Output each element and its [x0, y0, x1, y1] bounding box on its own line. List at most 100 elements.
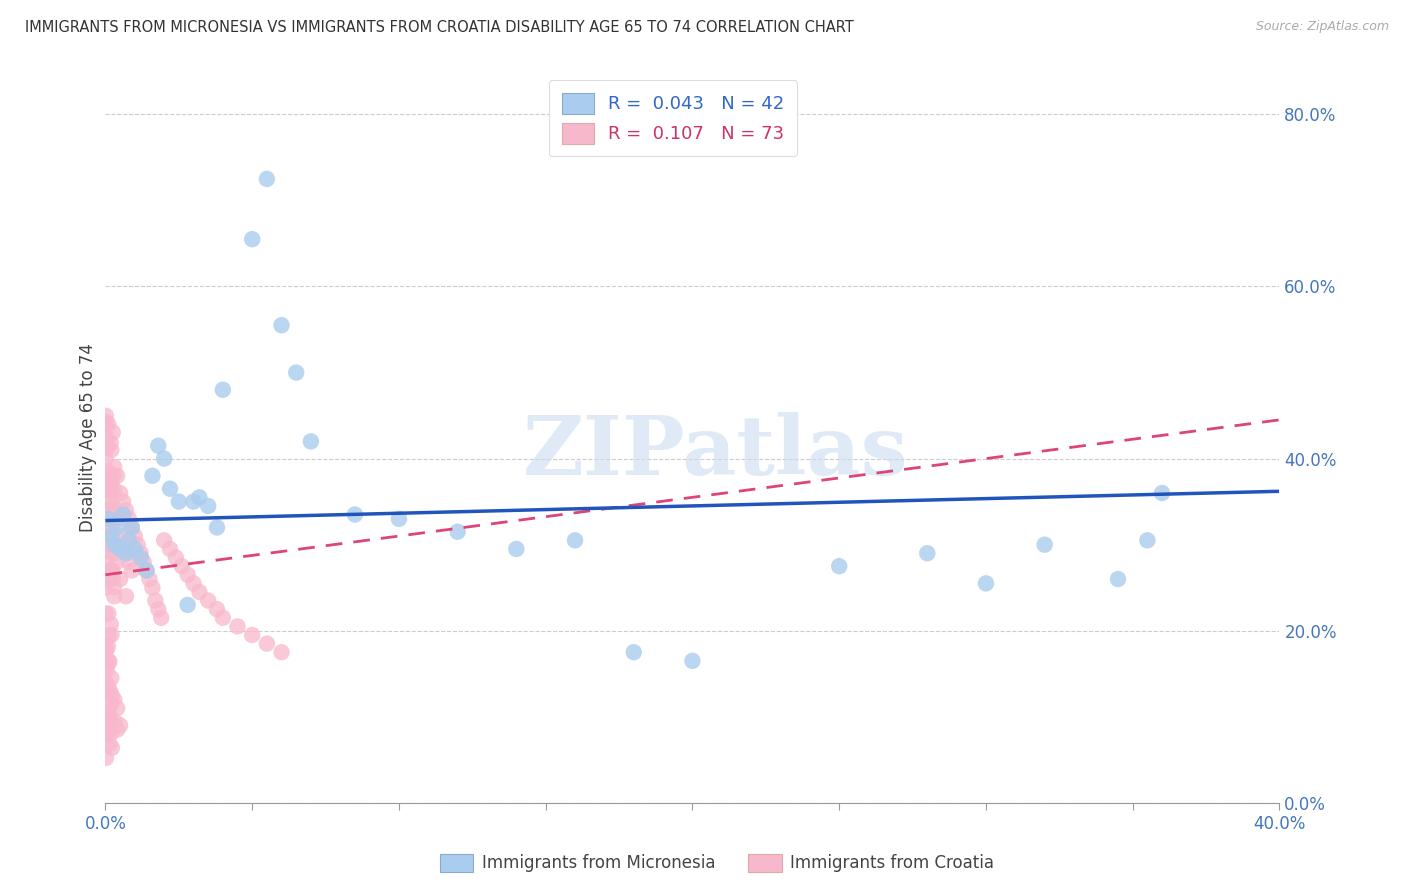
- Point: [141, 468, 163, 483]
- Point: [115, 546, 138, 560]
- Point: [682, 654, 704, 668]
- Point: [197, 593, 219, 607]
- Point: [103, 507, 125, 521]
- Point: [240, 628, 263, 642]
- Point: [118, 555, 141, 569]
- Point: [1150, 486, 1173, 500]
- Point: [183, 576, 205, 591]
- Point: [299, 434, 322, 449]
- Point: [97, 706, 120, 720]
- Point: [94, 409, 117, 423]
- Point: [564, 533, 586, 548]
- Point: [112, 494, 135, 508]
- Point: [115, 503, 138, 517]
- Point: [94, 675, 117, 690]
- Point: [97, 494, 120, 508]
- Legend: R =  0.043   N = 42, R =  0.107   N = 73: R = 0.043 N = 42, R = 0.107 N = 73: [548, 80, 797, 156]
- Point: [388, 512, 411, 526]
- Point: [1136, 533, 1159, 548]
- Point: [96, 704, 118, 718]
- Point: [205, 602, 228, 616]
- Point: [176, 598, 198, 612]
- Point: [94, 417, 117, 432]
- Point: [148, 602, 170, 616]
- Point: [285, 366, 308, 380]
- Point: [94, 415, 117, 429]
- Point: [211, 611, 233, 625]
- Point: [108, 718, 131, 732]
- Point: [828, 559, 851, 574]
- Point: [115, 546, 138, 560]
- Point: [167, 494, 190, 508]
- Point: [1033, 538, 1056, 552]
- Text: ZIPatlas: ZIPatlas: [523, 412, 908, 491]
- Point: [170, 559, 193, 574]
- Point: [96, 522, 118, 536]
- Point: [97, 654, 120, 668]
- Point: [150, 611, 173, 625]
- Point: [165, 550, 187, 565]
- Point: [141, 581, 163, 595]
- Point: [270, 645, 292, 659]
- Point: [105, 701, 128, 715]
- Point: [153, 533, 176, 548]
- Point: [97, 680, 120, 694]
- Point: [159, 541, 181, 556]
- Text: IMMIGRANTS FROM MICRONESIA VS IMMIGRANTS FROM CROATIA DISABILITY AGE 65 TO 74 CO: IMMIGRANTS FROM MICRONESIA VS IMMIGRANTS…: [25, 20, 853, 35]
- Point: [115, 589, 138, 603]
- Point: [100, 520, 122, 534]
- Point: [94, 503, 117, 517]
- Point: [97, 628, 120, 642]
- Point: [97, 538, 120, 552]
- Point: [96, 544, 118, 558]
- Point: [135, 564, 157, 578]
- Point: [124, 541, 146, 556]
- Point: [226, 619, 249, 633]
- Point: [183, 494, 205, 508]
- Point: [197, 499, 219, 513]
- Point: [103, 468, 125, 483]
- Point: [103, 692, 125, 706]
- Point: [917, 546, 939, 560]
- Point: [97, 572, 120, 586]
- Point: [100, 483, 122, 498]
- Point: [138, 572, 160, 586]
- Point: [176, 567, 198, 582]
- Point: [103, 714, 125, 728]
- Point: [97, 468, 120, 483]
- Point: [97, 722, 120, 736]
- Point: [1107, 572, 1129, 586]
- Point: [108, 572, 131, 586]
- Point: [103, 538, 125, 552]
- Point: [121, 564, 143, 578]
- Point: [112, 508, 135, 522]
- Point: [97, 710, 120, 724]
- Text: Source: ZipAtlas.com: Source: ZipAtlas.com: [1256, 20, 1389, 33]
- Point: [94, 555, 117, 569]
- Point: [96, 683, 118, 698]
- Point: [101, 499, 124, 513]
- Point: [98, 473, 121, 487]
- Point: [94, 451, 117, 466]
- Point: [94, 751, 117, 765]
- Point: [129, 546, 152, 560]
- Point: [101, 740, 124, 755]
- Point: [153, 451, 176, 466]
- Point: [205, 520, 228, 534]
- Point: [100, 477, 122, 491]
- Point: [97, 640, 120, 654]
- Y-axis label: Disability Age 65 to 74: Disability Age 65 to 74: [79, 343, 97, 532]
- Point: [256, 172, 278, 186]
- Point: [240, 232, 263, 246]
- Point: [100, 442, 122, 457]
- Point: [103, 580, 125, 594]
- Point: [108, 541, 131, 556]
- Point: [343, 508, 366, 522]
- Point: [94, 477, 117, 491]
- Point: [105, 468, 128, 483]
- Point: [100, 617, 122, 632]
- Point: [97, 483, 120, 498]
- Point: [100, 562, 122, 576]
- Point: [100, 671, 122, 685]
- Point: [98, 712, 121, 726]
